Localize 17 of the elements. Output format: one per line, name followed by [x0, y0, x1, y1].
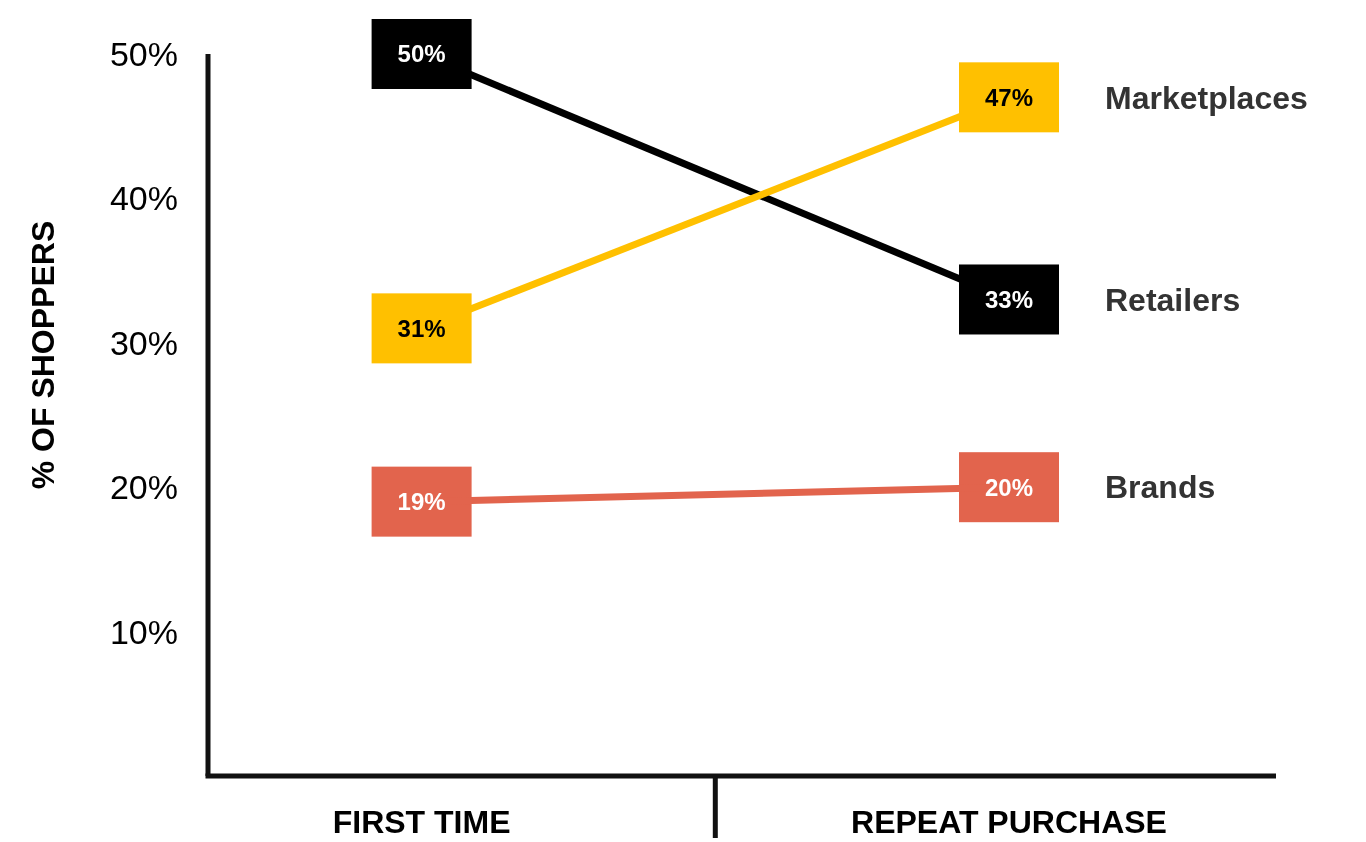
data-label: 47% — [984, 83, 1034, 111]
y-tick-label: 30% — [109, 323, 178, 362]
y-tick-label: 20% — [109, 468, 178, 507]
legend-label: Marketplaces — [1105, 79, 1308, 116]
x-tick-label: FIRST TIME — [332, 804, 511, 840]
data-label: 33% — [984, 285, 1034, 313]
data-label: 31% — [397, 314, 446, 342]
data-label: 50% — [397, 40, 446, 68]
y-tick-label: 40% — [109, 179, 178, 218]
y-axis-title: % OF SHOPPERS — [25, 220, 61, 490]
x-tick-label: REPEAT PURCHASE — [851, 804, 1167, 840]
data-label: 20% — [984, 473, 1034, 501]
legend-label: Brands — [1105, 469, 1216, 506]
y-tick-label: 10% — [109, 612, 178, 651]
legend-label: Retailers — [1105, 281, 1241, 318]
y-tick-label: 50% — [109, 34, 178, 73]
data-label: 19% — [397, 488, 446, 516]
